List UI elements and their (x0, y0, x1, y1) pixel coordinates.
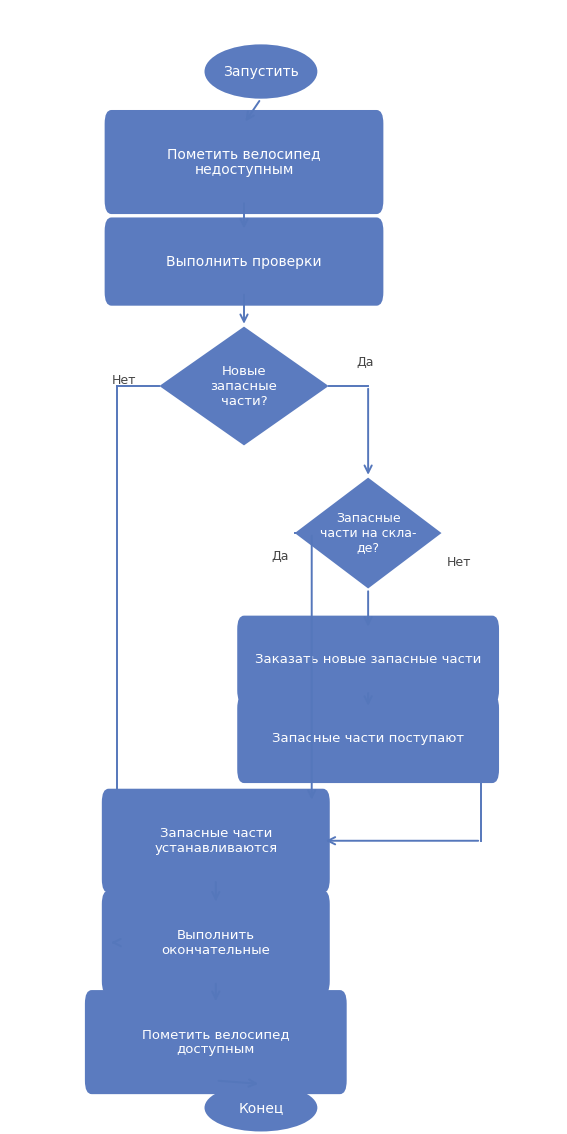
Text: Пометить велосипед
недоступным: Пометить велосипед недоступным (167, 147, 321, 177)
Text: Да: Да (272, 550, 289, 564)
Text: Запасные части поступают: Запасные части поступают (272, 733, 464, 745)
FancyBboxPatch shape (85, 990, 346, 1094)
Polygon shape (159, 327, 329, 446)
Text: Запасные
части на скла-
де?: Запасные части на скла- де? (320, 511, 416, 555)
FancyBboxPatch shape (237, 695, 499, 784)
FancyBboxPatch shape (102, 789, 330, 892)
Text: Нет: Нет (447, 556, 472, 568)
Text: Выполнить проверки: Выполнить проверки (166, 254, 322, 269)
Polygon shape (295, 477, 442, 589)
Text: Запасные части
устанавливаются: Запасные части устанавливаются (154, 827, 277, 855)
FancyBboxPatch shape (237, 616, 499, 704)
Text: Конец: Конец (238, 1101, 284, 1115)
FancyBboxPatch shape (105, 218, 383, 306)
Text: Заказать новые запасные части: Заказать новые запасные части (255, 653, 481, 667)
FancyBboxPatch shape (105, 110, 383, 214)
Text: Запустить: Запустить (223, 65, 299, 78)
Ellipse shape (205, 1084, 318, 1132)
Text: Пометить велосипед
доступным: Пометить велосипед доступным (142, 1029, 290, 1056)
Text: Нет: Нет (111, 374, 136, 387)
Text: Выполнить
окончательные: Выполнить окончательные (162, 929, 270, 957)
Text: Новые
запасные
части?: Новые запасные части? (210, 364, 277, 407)
FancyBboxPatch shape (102, 890, 330, 995)
Text: Да: Да (357, 356, 374, 369)
Ellipse shape (205, 44, 318, 99)
